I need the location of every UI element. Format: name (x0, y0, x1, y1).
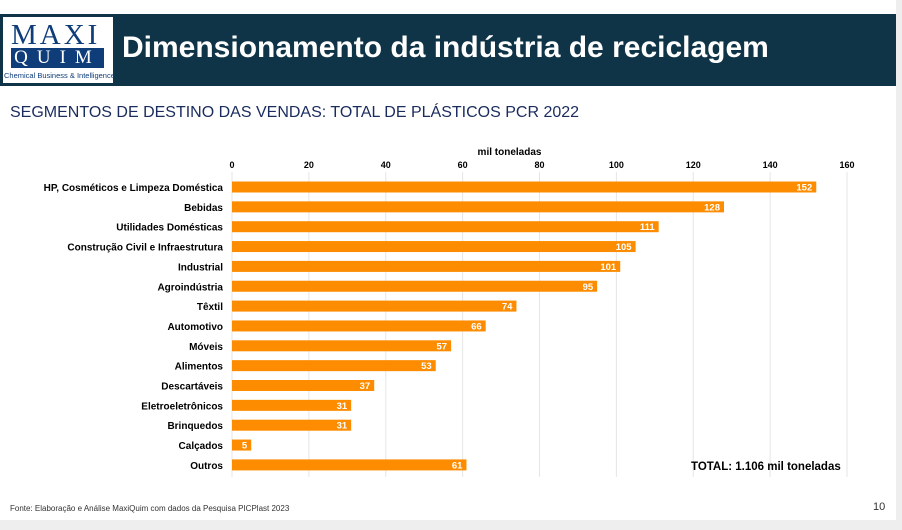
bar (232, 360, 436, 372)
page-number: 10 (873, 501, 886, 513)
bottom-border (0, 520, 902, 530)
bar (232, 380, 375, 391)
right-border (896, 0, 902, 530)
x-tick-label: 140 (763, 160, 778, 170)
bar (232, 340, 452, 352)
category-label: Alimentos (175, 362, 224, 373)
category-label: Outros (190, 461, 223, 472)
data-label: 53 (421, 361, 432, 372)
header-bar (0, 14, 896, 86)
category-label: Calçados (179, 441, 224, 452)
bar (232, 260, 621, 272)
x-tick-label: 100 (609, 160, 624, 170)
x-tick-label: 120 (686, 160, 701, 170)
x-axis-ticks: 0 20 40 60 80 100 120 140 160 (229, 160, 854, 170)
maxiquim-logo: MAXI QUIM Chemical Business & Intelligen… (2, 16, 115, 84)
bar (232, 280, 598, 292)
data-label: 66 (471, 321, 482, 332)
x-tick-label: 80 (534, 160, 544, 170)
source-footnote: Fonte: Elaboração e Análise MaxiQuim com… (10, 504, 290, 513)
data-label: 5 (242, 441, 248, 452)
category-label: Industrial (178, 262, 223, 273)
bars: HP, Cosméticos e Limpeza Doméstica 152 Beb… (44, 181, 817, 472)
data-label: 61 (452, 460, 463, 471)
category-label: Agroindústria (157, 282, 223, 293)
bar (232, 181, 817, 193)
category-label: Automotivo (167, 322, 223, 333)
data-label: 31 (337, 421, 348, 432)
bar (232, 320, 486, 332)
page-title: Dimensionamento da indústria de reciclag… (122, 31, 769, 64)
bar-chart: mil toneladas 0 20 40 60 80 100 120 140 160 HP, … (44, 147, 855, 477)
bar (232, 221, 659, 233)
data-label: 74 (502, 302, 513, 313)
category-label: Utilidades Domésticas (116, 223, 223, 234)
bar (232, 399, 352, 411)
x-tick-label: 40 (381, 160, 391, 170)
bar (232, 439, 252, 451)
x-tick-label: 20 (304, 160, 314, 170)
category-label: Bebidas (184, 203, 223, 214)
bar (232, 419, 352, 431)
data-label: 101 (600, 262, 617, 273)
x-tick-label: 60 (458, 160, 468, 170)
data-label: 105 (616, 242, 633, 253)
logo-quim-text: QUIM (11, 48, 104, 68)
category-label: Brinquedos (167, 421, 223, 432)
total-label: TOTAL: 1.106 mil toneladas (691, 461, 841, 473)
x-axis-title: mil toneladas (478, 147, 542, 158)
logo-maxi-text: MAXI (11, 19, 101, 51)
category-label: Construção Civil e Infraestrutura (67, 243, 223, 254)
x-tick-label: 160 (839, 160, 854, 170)
bar (232, 459, 467, 471)
data-label: 95 (583, 282, 594, 293)
category-label: HP, Cosméticos e Limpeza Doméstica (44, 183, 224, 194)
data-label: 37 (360, 381, 371, 392)
data-label: 31 (337, 401, 348, 412)
data-label: 57 (437, 341, 448, 352)
bar (232, 300, 517, 312)
logo-tagline: Chemical Business & Intelligence (4, 71, 115, 80)
data-label: 128 (704, 202, 720, 213)
bar (232, 201, 724, 213)
category-label: Móveis (189, 342, 223, 353)
chart-subtitle: SEGMENTOS DE DESTINO DAS VENDAS: TOTAL D… (10, 104, 580, 121)
category-label: Descartáveis (161, 382, 223, 393)
bar (232, 241, 636, 253)
category-label: Eletroeletrônicos (141, 401, 223, 412)
x-tick-label: 0 (229, 160, 234, 170)
data-label: 111 (640, 222, 656, 233)
data-label: 152 (796, 183, 812, 194)
category-label: Têxtil (197, 302, 223, 313)
